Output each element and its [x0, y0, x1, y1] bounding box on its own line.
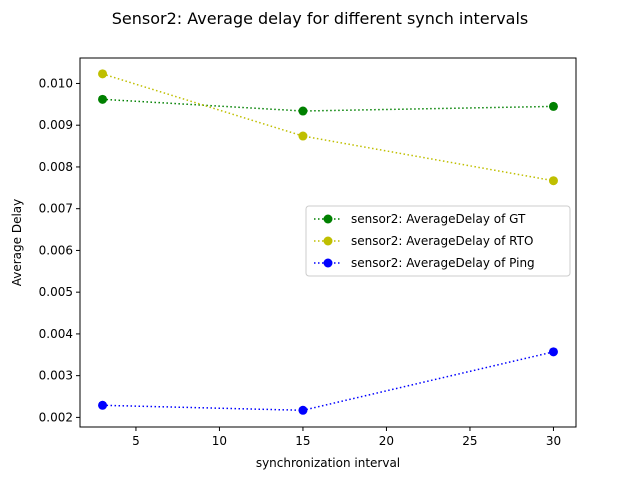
data-point-gt [548, 101, 558, 111]
y-tick-label: 0.006 [39, 243, 73, 257]
legend-label: sensor2: AverageDelay of RTO [351, 234, 533, 248]
y-tick-label: 0.010 [39, 76, 73, 90]
x-tick-label: 15 [295, 434, 310, 448]
legend-label: sensor2: AverageDelay of Ping [351, 256, 535, 270]
legend-marker [323, 258, 333, 268]
y-tick-label: 0.008 [39, 160, 73, 174]
legend-box [305, 205, 571, 277]
series-layer [98, 69, 558, 415]
data-point-ping [98, 400, 108, 410]
x-tick-label: 25 [462, 434, 477, 448]
plot-frame [79, 57, 577, 428]
y-tick-label: 0.009 [39, 118, 73, 132]
x-axis-label: synchronization interval [256, 456, 400, 470]
data-point-rto [98, 69, 108, 79]
data-point-gt [298, 106, 308, 116]
legend-label: sensor2: AverageDelay of GT [351, 212, 526, 226]
data-point-ping [548, 347, 558, 357]
data-point-rto [298, 131, 308, 141]
y-tick-label: 0.004 [39, 327, 73, 341]
legend-marker [323, 236, 333, 246]
x-axis: 5 10 15 20 25 30 [132, 427, 561, 448]
chart-title: Sensor2: Average delay for different syn… [112, 9, 529, 28]
data-point-rto [548, 176, 558, 186]
y-axis: 0.002 0.003 0.004 0.005 0.006 0.007 0.008 0.009… [39, 76, 80, 424]
x-tick-label: 10 [212, 434, 227, 448]
y-tick-label: 0.002 [39, 410, 73, 424]
data-point-ping [298, 405, 308, 415]
x-tick-label: 5 [132, 434, 140, 448]
y-tick-label: 0.005 [39, 285, 73, 299]
x-tick-label: 30 [546, 434, 561, 448]
legend: sensor2: AverageDelay of GT sensor2: Aver… [305, 205, 571, 277]
y-tick-label: 0.007 [39, 202, 73, 216]
legend-marker [323, 214, 333, 224]
y-tick-label: 0.003 [39, 369, 73, 383]
data-point-gt [98, 94, 108, 104]
y-axis-label: Average Delay [10, 199, 24, 287]
x-tick-label: 20 [379, 434, 394, 448]
